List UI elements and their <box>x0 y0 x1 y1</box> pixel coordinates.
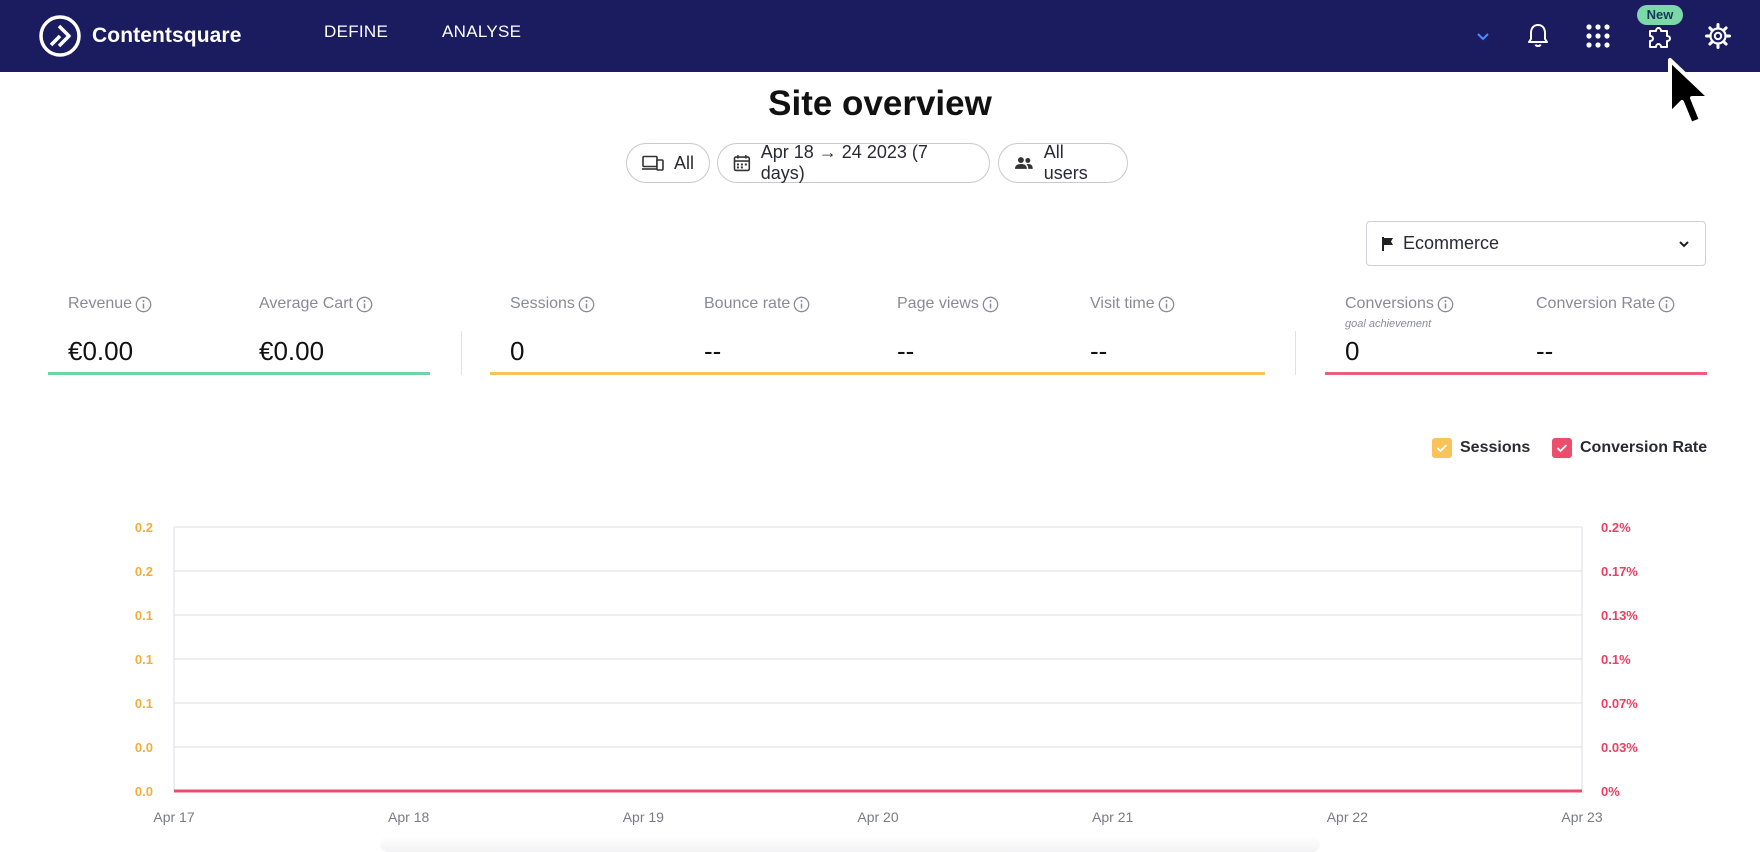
info-icon[interactable] <box>578 296 595 313</box>
devices-icon <box>642 155 664 171</box>
kpi-page-views-label-text: Page views <box>897 295 979 312</box>
kpi-conversion-rate-label-text: Conversion Rate <box>1536 295 1656 312</box>
kpi-group-divider <box>461 331 462 375</box>
legend-sessions-toggle[interactable]: Sessions <box>1432 438 1530 458</box>
kpi-sessions-value: 0 <box>510 336 525 366</box>
users-icon <box>1014 157 1033 169</box>
chart-y-left-tick-label: 0.1 <box>135 652 153 667</box>
kpi-conversions-label-text: Conversions <box>1345 295 1434 312</box>
chart-y-left-tick-label: 0.2 <box>135 564 153 579</box>
date-range-chip[interactable]: Apr 18 → 24 2023 (7 days) <box>717 142 990 183</box>
chart-y-right-tick-label: 0.1% <box>1601 652 1631 667</box>
top-navigation-bar: Contentsquare DEFINE ANALYSE New <box>0 0 1760 72</box>
goal-select[interactable]: Ecommerce <box>1366 221 1706 266</box>
kpi-page-views-label: Page views <box>897 295 999 313</box>
legend-sessions-label: Sessions <box>1460 439 1531 456</box>
chart-y-left-tick-label: 0.1 <box>135 608 153 623</box>
checkbox-checked-icon[interactable] <box>1552 438 1572 458</box>
chart-x-tick-label: Apr 19 <box>623 809 664 825</box>
nav-define[interactable]: DEFINE <box>324 22 389 41</box>
kpi-bounce-rate-label-text: Bounce rate <box>704 295 791 312</box>
goal-select-value: Ecommerce <box>1403 233 1500 253</box>
kpi-conversions-label: Conversions <box>1345 295 1454 313</box>
chart-y-left-tick-label: 0.0 <box>135 784 153 799</box>
info-icon[interactable] <box>1158 296 1175 313</box>
brand-logo[interactable]: Contentsquare <box>38 12 241 60</box>
segment-filter-chip[interactable]: All users <box>998 142 1128 183</box>
sessions-conversion-chart: 0.0 0.0 0.1 0.1 0.1 0.2 0.2 0% 0.03% 0.07% 0.1% 0.1… <box>135 520 1638 825</box>
kpi-revenue-value: €0.00 <box>68 336 134 366</box>
chart-y-right-tick-label: 0% <box>1601 784 1620 799</box>
chart-x-tick-label: Apr 20 <box>857 809 898 825</box>
chart-y-right-tick-label: 0.17% <box>1601 564 1638 579</box>
info-icon[interactable] <box>1437 296 1454 313</box>
date-range-label: Apr 18 → 24 2023 (7 days) <box>760 142 928 183</box>
chart-y-left-tick-label: 0.1 <box>135 696 153 711</box>
kpi-average-cart-value: €0.00 <box>259 336 325 366</box>
puzzle-icon[interactable] <box>1642 18 1678 54</box>
info-icon[interactable] <box>793 296 810 313</box>
chart-y-right-tick-label: 0.13% <box>1601 608 1638 623</box>
apps-grid-icon[interactable] <box>1580 18 1616 54</box>
chart-x-tick-label: Apr 18 <box>388 809 429 825</box>
kpi-bounce-rate-value: -- <box>704 336 722 366</box>
kpi-revenue-label-text: Revenue <box>68 295 133 312</box>
bell-icon[interactable] <box>1520 18 1556 54</box>
kpi-sessions-label-text: Sessions <box>510 295 575 312</box>
chart-y-right-tick-label: 0.03% <box>1601 740 1638 755</box>
chart-x-tick-label: Apr 21 <box>1092 809 1133 825</box>
kpi-conversion-rate-label: Conversion Rate <box>1536 295 1675 313</box>
kpi-conversions-value: 0 <box>1345 336 1360 366</box>
kpi-page-views-value: -- <box>897 336 915 366</box>
kpi-revenue-label: Revenue <box>68 295 152 313</box>
chevron-down-icon <box>1679 240 1689 247</box>
kpi-group-revenue-underline <box>48 372 430 375</box>
legend-conversion-rate-toggle[interactable]: Conversion Rate <box>1552 438 1707 458</box>
kpi-sessions-label: Sessions <box>510 295 595 313</box>
kpi-average-cart-label: Average Cart <box>259 295 373 313</box>
chart-x-tick-label: Apr 22 <box>1327 809 1368 825</box>
chart-x-tick-label: Apr 23 <box>1561 809 1602 825</box>
kpi-conversion-rate-value: -- <box>1536 336 1554 366</box>
kpi-average-cart-label-text: Average Cart <box>259 295 353 312</box>
device-filter-chip[interactable]: All <box>626 143 710 183</box>
chart-x-tick-label: Apr 17 <box>153 809 194 825</box>
new-badge: New <box>1637 5 1683 25</box>
mouse-pointer-icon <box>1668 58 1712 126</box>
contentsquare-logo-icon <box>39 15 81 57</box>
chart-y-left-tick-label: 0.2 <box>135 520 153 535</box>
kpi-bounce-rate-label: Bounce rate <box>704 295 810 313</box>
chart-y-right-tick-label: 0.07% <box>1601 696 1638 711</box>
gear-icon[interactable] <box>1700 18 1736 54</box>
chart-y-right-tick-label: 0.2% <box>1601 520 1631 535</box>
device-filter-label: All <box>673 152 694 173</box>
chart-y-left-tick-label: 0.0 <box>135 740 153 755</box>
info-icon[interactable] <box>135 296 152 313</box>
page-title: Site overview <box>768 84 992 123</box>
flag-icon <box>1382 236 1393 251</box>
legend-conversion-rate-label: Conversion Rate <box>1580 439 1708 456</box>
brand-name: Contentsquare <box>92 24 242 47</box>
kpi-visit-time-value: -- <box>1090 336 1108 366</box>
nav-analyse[interactable]: ANALYSE <box>442 22 522 41</box>
calendar-icon <box>733 155 751 172</box>
kpi-group-conversion-underline <box>1325 372 1707 375</box>
project-switcher-chevron-down-icon[interactable] <box>1465 18 1501 54</box>
segment-filter-label: All users <box>1043 142 1088 183</box>
scroll-shadow <box>380 836 1320 852</box>
info-icon[interactable] <box>356 296 373 313</box>
kpi-visit-time-label: Visit time <box>1090 295 1175 313</box>
kpi-group-traffic-underline <box>490 372 1265 375</box>
kpi-visit-time-label-text: Visit time <box>1090 295 1155 312</box>
checkbox-checked-icon[interactable] <box>1432 438 1452 458</box>
kpi-group-divider <box>1295 331 1296 375</box>
info-icon[interactable] <box>1658 296 1675 313</box>
kpi-conversions-sublabel: goal achievement <box>1345 318 1432 330</box>
info-icon[interactable] <box>982 296 999 313</box>
